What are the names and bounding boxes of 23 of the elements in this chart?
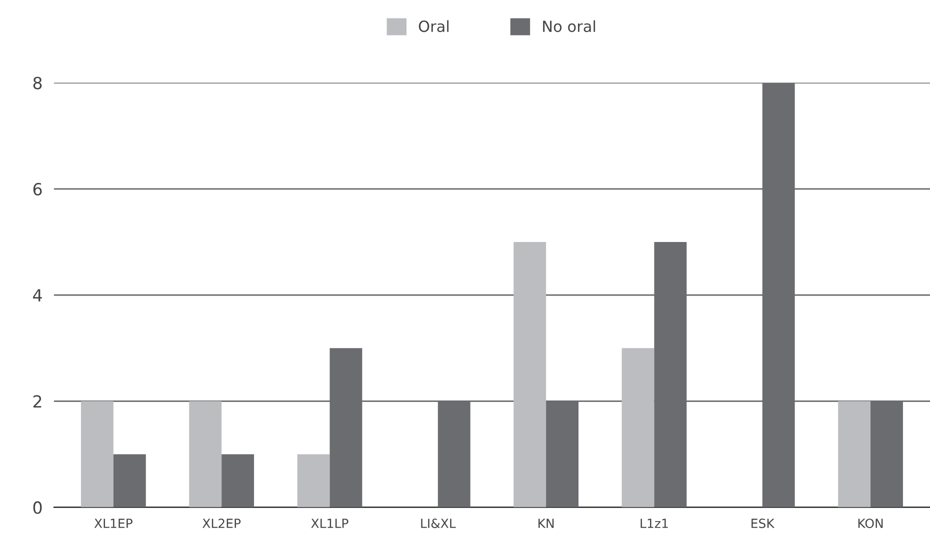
y-tick-label: 8 [33, 76, 42, 90]
y-tick-label: 2 [33, 395, 42, 408]
bar [838, 401, 871, 508]
bar [222, 454, 254, 508]
x-tick-label: LI&XL [421, 518, 456, 528]
y-tick-label: 6 [33, 182, 42, 196]
x-tick-label: XL2EP [202, 518, 241, 528]
x-tick-label: KON [858, 518, 883, 528]
x-tick-label: XL1LP [311, 518, 348, 528]
bar [297, 454, 330, 508]
bar [622, 348, 654, 508]
x-tick-label: KN [538, 518, 554, 528]
legend-label: No oral [543, 20, 596, 32]
legend-label: Oral [418, 20, 449, 32]
bar [80, 401, 114, 508]
x-tick-label: XL1EP [94, 518, 132, 528]
x-tick-label: ESK [752, 518, 775, 528]
y-tick-label: 4 [33, 289, 42, 302]
x-tick-label: L1z1 [640, 518, 668, 528]
bar [514, 242, 546, 508]
bar [113, 454, 146, 508]
bar [189, 401, 222, 508]
y-tick-label: 0 [33, 501, 42, 514]
